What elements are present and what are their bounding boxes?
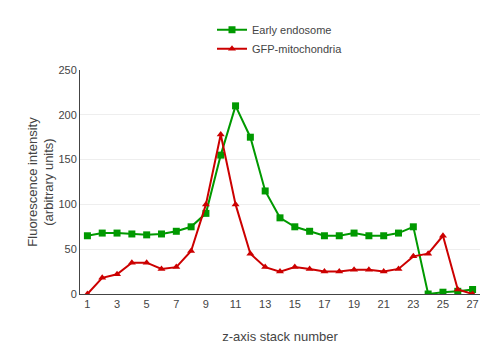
svg-text:13: 13 <box>259 298 271 310</box>
svg-text:Early endosome: Early endosome <box>252 24 332 36</box>
svg-text:19: 19 <box>348 298 360 310</box>
svg-text:150: 150 <box>58 153 76 165</box>
svg-text:9: 9 <box>203 298 209 310</box>
svg-text:50: 50 <box>65 243 77 255</box>
svg-text:7: 7 <box>173 298 179 310</box>
svg-text:100: 100 <box>58 198 76 210</box>
svg-text:27: 27 <box>466 298 478 310</box>
svg-text:17: 17 <box>318 298 330 310</box>
svg-text:5: 5 <box>144 298 150 310</box>
svg-text:Fluorescence intensity(arbitra: Fluorescence intensity(arbitrary units) <box>25 117 57 247</box>
svg-text:3: 3 <box>114 298 120 310</box>
svg-text:z-axis stack number: z-axis stack number <box>222 329 338 344</box>
svg-text:23: 23 <box>407 298 419 310</box>
svg-text:21: 21 <box>378 298 390 310</box>
svg-text:GFP-mitochondria: GFP-mitochondria <box>252 43 342 55</box>
svg-text:11: 11 <box>230 298 241 310</box>
svg-text:15: 15 <box>289 298 301 310</box>
svg-text:0: 0 <box>71 288 77 300</box>
svg-text:200: 200 <box>58 109 76 121</box>
svg-text:25: 25 <box>437 298 449 310</box>
svg-text:1: 1 <box>84 298 90 310</box>
svg-text:250: 250 <box>58 64 76 76</box>
